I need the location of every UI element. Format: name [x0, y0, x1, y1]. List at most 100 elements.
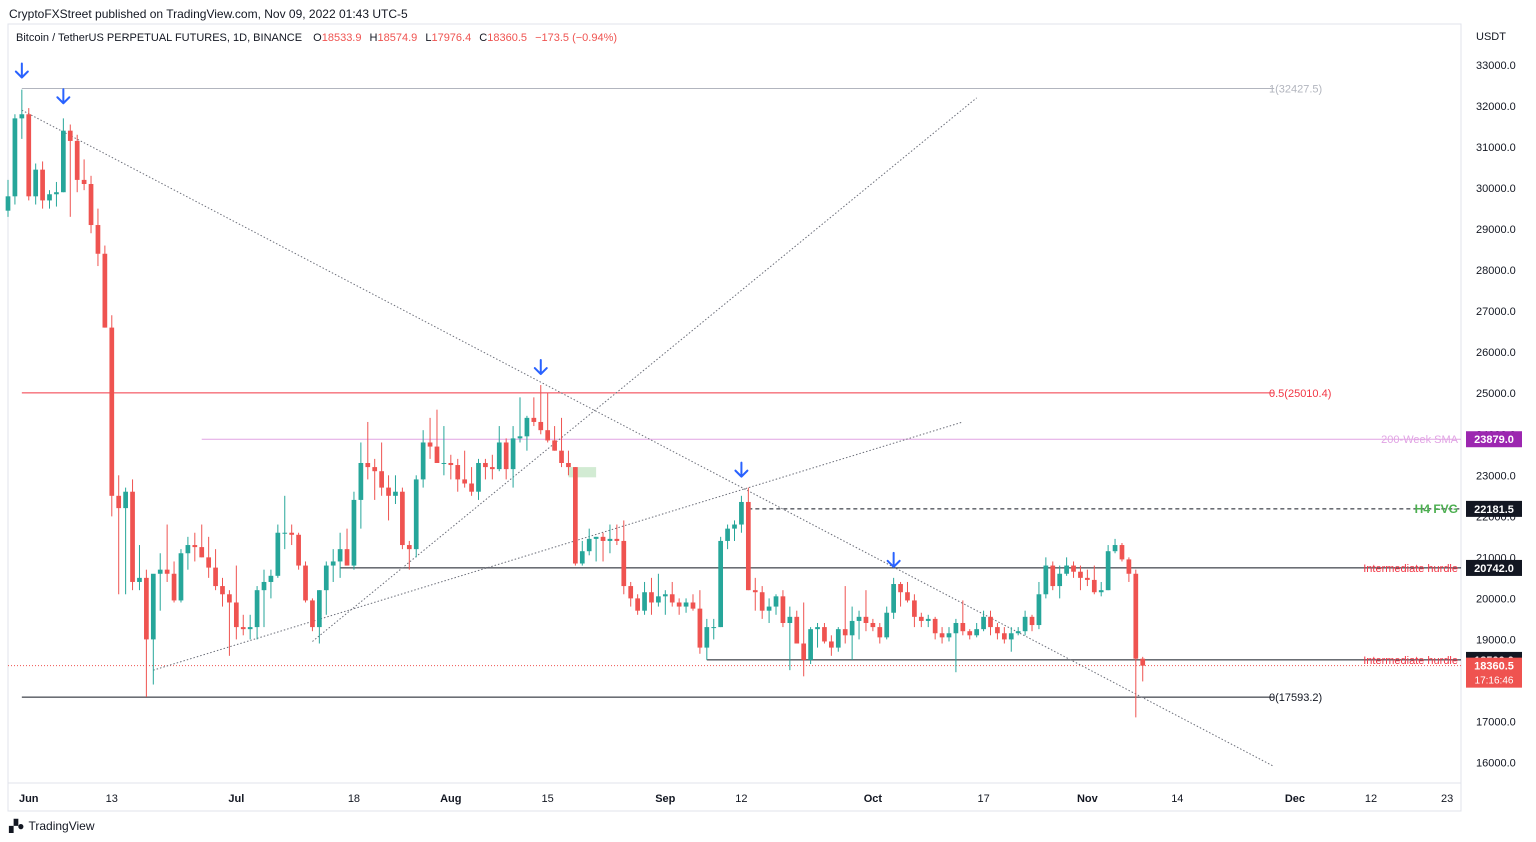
candle-body[interactable]: [413, 479, 419, 550]
candle-body[interactable]: [303, 565, 308, 601]
candle-body[interactable]: [393, 491, 398, 496]
candle-body[interactable]: [1050, 565, 1056, 587]
candle-body[interactable]: [849, 620, 855, 636]
candle-body[interactable]: [759, 592, 765, 611]
trendline[interactable]: [312, 97, 977, 642]
candle-body[interactable]: [835, 629, 841, 648]
candle-body[interactable]: [386, 487, 391, 496]
candle-body[interactable]: [531, 417, 537, 422]
candle-body[interactable]: [939, 633, 945, 638]
candle-body[interactable]: [130, 491, 135, 582]
candle-body[interactable]: [593, 536, 599, 539]
candle-body[interactable]: [247, 627, 253, 630]
candle-body[interactable]: [372, 467, 378, 472]
candle-body[interactable]: [780, 596, 786, 623]
candle-body[interactable]: [261, 581, 267, 591]
candle-body[interactable]: [711, 627, 717, 629]
candle-body[interactable]: [344, 549, 350, 566]
candle-body[interactable]: [268, 575, 274, 582]
candle-body[interactable]: [337, 549, 343, 562]
candle-body[interactable]: [1098, 590, 1104, 593]
candle-body[interactable]: [877, 627, 883, 638]
candle-body[interactable]: [289, 532, 295, 535]
candle-body[interactable]: [697, 608, 703, 648]
candle-body[interactable]: [74, 140, 80, 180]
candle-body[interactable]: [856, 616, 862, 621]
candle-body[interactable]: [884, 612, 890, 638]
candle-body[interactable]: [164, 569, 170, 574]
candle-body[interactable]: [600, 536, 606, 541]
candle-body[interactable]: [1071, 565, 1076, 572]
candle-body[interactable]: [54, 192, 59, 195]
candle-body[interactable]: [199, 547, 205, 558]
candle-body[interactable]: [26, 114, 32, 197]
candle-body[interactable]: [12, 118, 18, 197]
candle-body[interactable]: [171, 573, 177, 601]
candle-body[interactable]: [1126, 559, 1132, 574]
candle-body[interactable]: [732, 524, 737, 529]
candle-body[interactable]: [745, 501, 751, 591]
candle-body[interactable]: [95, 225, 101, 254]
candle-body[interactable]: [102, 253, 108, 328]
candle-body[interactable]: [489, 467, 495, 470]
candle-body[interactable]: [330, 561, 336, 566]
candle-body[interactable]: [642, 592, 647, 611]
candle-body[interactable]: [213, 567, 218, 587]
candle-body[interactable]: [323, 565, 329, 591]
candle-body[interactable]: [483, 462, 488, 468]
candle-body[interactable]: [808, 629, 813, 660]
candle-body[interactable]: [441, 462, 447, 464]
candle-body[interactable]: [967, 631, 973, 636]
candle-body[interactable]: [863, 616, 869, 623]
candle-body[interactable]: [1057, 573, 1063, 587]
candle-body[interactable]: [829, 641, 834, 648]
candle-body[interactable]: [296, 534, 301, 566]
candle-body[interactable]: [524, 417, 530, 437]
candle-body[interactable]: [628, 586, 634, 599]
candle-body[interactable]: [448, 462, 454, 466]
candle-body[interactable]: [379, 471, 384, 488]
candle-body[interactable]: [351, 499, 357, 566]
candle-body[interactable]: [1133, 573, 1139, 659]
candle-body[interactable]: [1064, 565, 1069, 574]
candle-body[interactable]: [1022, 616, 1028, 632]
candle-body[interactable]: [88, 184, 94, 226]
footer-brand[interactable]: ▞● TradingView: [9, 819, 95, 833]
candle-body[interactable]: [566, 462, 571, 468]
candle-body[interactable]: [725, 528, 730, 541]
candle-body[interactable]: [406, 545, 412, 550]
candle-body[interactable]: [559, 450, 564, 463]
candle-body[interactable]: [178, 553, 184, 601]
candle-body[interactable]: [794, 616, 800, 644]
candle-body[interactable]: [579, 551, 585, 564]
candle-body[interactable]: [621, 540, 627, 587]
candle-body[interactable]: [704, 627, 710, 648]
candle-body[interactable]: [254, 590, 260, 628]
candle-body[interactable]: [469, 483, 474, 492]
candle-body[interactable]: [455, 465, 461, 480]
candle-body[interactable]: [116, 495, 122, 509]
candle-body[interactable]: [607, 538, 613, 541]
candle-body[interactable]: [517, 436, 523, 439]
candle-body[interactable]: [1015, 631, 1021, 634]
candle-body[interactable]: [801, 643, 807, 660]
candle-body[interactable]: [81, 179, 87, 185]
candle-body[interactable]: [1112, 545, 1118, 552]
candle-body[interactable]: [1008, 633, 1014, 640]
candle-body[interactable]: [150, 573, 156, 640]
candle-body[interactable]: [586, 538, 592, 552]
candle-body[interactable]: [822, 627, 827, 642]
candle-body[interactable]: [365, 462, 371, 468]
candle-body[interactable]: [496, 442, 502, 470]
candle-body[interactable]: [400, 491, 405, 546]
candle-body[interactable]: [912, 600, 917, 617]
candle-body[interactable]: [1036, 594, 1042, 626]
candle-body[interactable]: [47, 194, 52, 201]
candle-body[interactable]: [946, 633, 952, 638]
candle-body[interactable]: [974, 629, 980, 636]
candle-body[interactable]: [842, 629, 848, 636]
candle-body[interactable]: [690, 602, 696, 609]
candle-body[interactable]: [420, 442, 426, 480]
candle-body[interactable]: [662, 594, 668, 597]
candle-body[interactable]: [870, 622, 876, 628]
